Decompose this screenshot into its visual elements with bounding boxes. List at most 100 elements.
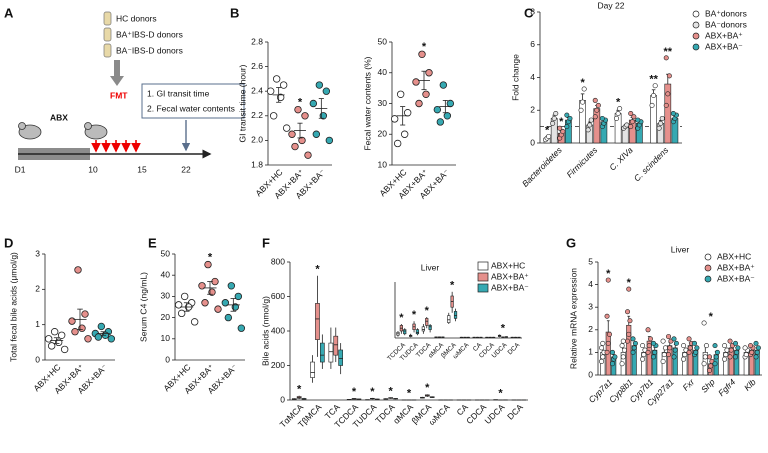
- legend-label: ABX+BA⁺: [717, 262, 755, 272]
- panel-label: A: [4, 5, 14, 20]
- data-point: [605, 340, 611, 346]
- data-point: [702, 354, 708, 360]
- fmt-arrows: [91, 140, 141, 153]
- y-tick-label: 1.8: [251, 159, 263, 169]
- legend-swatch: [692, 21, 700, 29]
- data-point: [578, 107, 584, 113]
- donor-label: HC donors: [116, 13, 157, 23]
- data-point: [713, 354, 719, 360]
- data-point: [628, 111, 634, 117]
- data-point: [753, 354, 759, 360]
- x-tick-label: DCA: [505, 402, 525, 422]
- box: [415, 329, 420, 335]
- readout-box: [141, 83, 245, 119]
- x-tick-label: Klb: [742, 377, 758, 393]
- data-point: [68, 317, 76, 325]
- data-point: [436, 118, 445, 126]
- data-point: [625, 309, 631, 315]
- y-tick-label: 20: [378, 129, 388, 139]
- data-point: [712, 343, 718, 349]
- data-point: [298, 136, 306, 145]
- y-tick-label: 1: [588, 347, 593, 357]
- data-point: [237, 324, 246, 332]
- significance: *: [389, 385, 394, 397]
- data-point: [47, 342, 56, 350]
- y-tick-label: 2.2: [251, 110, 263, 120]
- data-point: [651, 340, 657, 346]
- data-point: [660, 358, 666, 364]
- y-tick-label: 3: [35, 248, 40, 258]
- data-point: [443, 112, 452, 120]
- data-point: [294, 105, 302, 114]
- box: [333, 335, 339, 356]
- data-point: [107, 335, 116, 343]
- data-point: [617, 106, 623, 112]
- significance: *: [580, 77, 585, 89]
- donor-tubes: [103, 11, 112, 58]
- data-point: [681, 356, 687, 362]
- data-point: [588, 117, 594, 123]
- data-point: [635, 117, 641, 123]
- legend-swatch: [477, 283, 489, 293]
- y-axis-label: Fold change: [510, 54, 520, 101]
- y-tick-label: 400: [271, 325, 285, 335]
- data-point: [703, 343, 709, 349]
- panel-label: E: [148, 235, 157, 250]
- significance: *: [501, 322, 506, 334]
- data-point: [81, 310, 89, 318]
- y-tick-label: 40: [161, 269, 171, 279]
- data-point: [610, 361, 616, 367]
- y-tick-label: 2.4: [251, 85, 263, 95]
- data-point: [670, 111, 676, 117]
- data-point: [585, 127, 591, 133]
- significance: *: [399, 312, 404, 324]
- data-point: [627, 318, 633, 324]
- data-point: [666, 73, 672, 79]
- data-point: [693, 349, 699, 355]
- data-point: [422, 90, 430, 98]
- significance: **: [649, 74, 658, 86]
- data-point: [587, 122, 593, 128]
- data-point: [722, 356, 728, 362]
- data-point: [707, 367, 713, 373]
- legend-label: ABX+BA⁻: [705, 41, 743, 51]
- data-point: [557, 125, 563, 131]
- box: [315, 303, 320, 340]
- data-point: [620, 338, 626, 344]
- y-tick-label: 2: [35, 284, 40, 294]
- data-point: [632, 340, 638, 346]
- y-tick-label: 2.8: [251, 36, 263, 46]
- data-point: [682, 352, 688, 358]
- data-point: [393, 139, 402, 148]
- timeline-label: 15: [137, 164, 147, 174]
- y-axis-label: Relative mRNA expression: [568, 268, 578, 369]
- data-point: [620, 354, 626, 360]
- y-tick-label: 50: [378, 36, 388, 46]
- panel-label: D: [4, 235, 13, 250]
- data-point: [403, 109, 412, 117]
- data-point: [660, 338, 666, 344]
- data-point: [174, 301, 183, 309]
- data-point: [628, 124, 634, 130]
- significance: *: [498, 387, 503, 399]
- y-tick-label: 2: [588, 324, 593, 334]
- y-tick-label: 800: [271, 256, 285, 266]
- significance: **: [664, 46, 673, 58]
- data-point: [667, 345, 673, 351]
- data-point: [309, 99, 318, 108]
- y-tick-label: 40: [378, 67, 388, 77]
- y-tick-label: 1: [35, 319, 40, 329]
- panel-label: F: [262, 235, 270, 250]
- data-point: [412, 78, 420, 86]
- significance: *: [709, 311, 714, 323]
- y-tick-label: 10: [161, 333, 171, 343]
- data-point: [735, 345, 741, 351]
- legend-label: ABX+BA⁺: [705, 30, 743, 40]
- data-point: [221, 299, 230, 307]
- data-point: [97, 322, 106, 331]
- significance: *: [370, 386, 375, 398]
- box: [447, 315, 451, 323]
- data-point: [57, 331, 66, 339]
- data-point: [681, 343, 687, 349]
- data-point: [396, 90, 405, 98]
